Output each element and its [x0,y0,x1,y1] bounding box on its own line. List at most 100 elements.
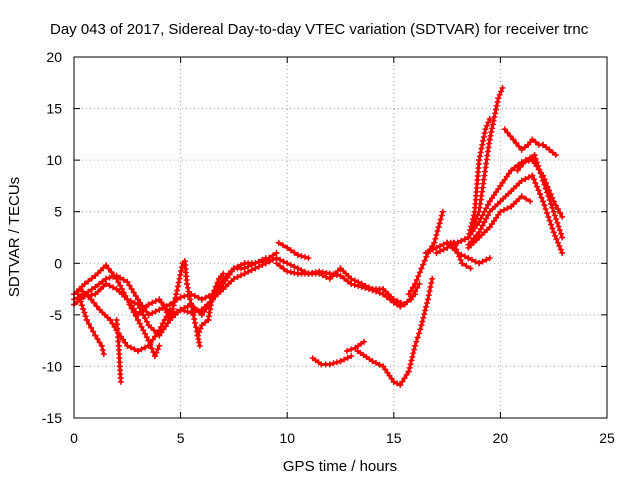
data-point [149,299,156,306]
data-point [426,248,433,255]
data-point [110,273,117,280]
data-point [555,223,562,230]
data-point [212,283,219,290]
data-point [103,275,109,282]
data-point [291,263,298,270]
data-point [156,306,163,313]
data-point [493,189,500,196]
data-point [145,311,152,318]
data-point [544,189,550,196]
data-point [489,121,496,128]
data-point [270,256,276,263]
data-point [185,288,192,295]
data-point [136,320,143,327]
data-point [147,341,154,348]
data-point [532,155,539,162]
data-point [373,360,379,366]
data-point [142,315,149,322]
data-point [423,303,430,310]
data-point [85,320,92,327]
series-arc-l [275,239,312,262]
data-point [142,330,149,337]
data-point [407,296,414,303]
data-point [545,193,552,200]
data-point [476,260,483,267]
data-point [259,262,266,268]
data-point [126,301,133,308]
data-point [493,214,500,221]
data-point [405,291,412,298]
data-point [523,157,529,164]
data-point [531,152,538,158]
data-point [252,260,259,267]
data-point [195,294,202,301]
data-point [517,164,524,170]
data-point [400,301,407,308]
data-point [132,292,139,299]
data-point [390,378,397,385]
data-point [103,262,109,269]
data-point [170,302,177,309]
data-point [486,224,493,231]
data-point [479,141,486,148]
data-point [376,361,383,368]
data-point [532,180,539,186]
data-point [152,298,159,305]
data-point [266,258,273,265]
y-tick-label: 20 [46,49,62,65]
data-point [538,174,545,181]
data-point [106,282,113,289]
data-point [390,299,397,306]
data-point [198,322,205,329]
data-point [177,271,184,278]
data-point [404,298,411,305]
data-point [415,273,422,280]
data-point [468,223,475,230]
series-arc-v [465,172,566,256]
data-point [152,353,158,360]
data-point [190,311,197,318]
data-point [77,298,84,305]
data-point [533,183,540,190]
data-point [471,225,478,232]
data-point [416,330,422,337]
data-point [241,270,248,277]
data-point [483,122,490,129]
data-point [472,258,479,265]
data-point [470,212,477,219]
data-point [394,301,400,308]
data-point [530,176,537,183]
data-point [177,294,184,301]
data-point [291,249,298,256]
data-point [397,382,404,388]
data-point [477,149,484,156]
data-point [394,380,400,387]
data-point [546,146,553,153]
data-point [127,344,134,351]
data-point [487,132,494,139]
data-point [156,342,163,349]
data-point [537,191,543,197]
data-point [355,283,362,289]
data-point [540,198,546,205]
data-point [96,339,103,346]
data-point [143,334,150,341]
data-point [305,255,312,262]
data-point [330,360,337,367]
data-point [409,353,416,360]
data-point [425,292,432,299]
data-point [410,350,417,357]
x-tick-label: 20 [493,430,509,446]
data-point [461,236,468,243]
series-arc-t [450,239,474,272]
data-point [497,208,504,215]
data-point [294,252,301,258]
data-point [343,348,350,354]
data-point [145,337,152,344]
data-point [82,313,89,320]
data-point [255,263,262,270]
data-point [522,176,529,183]
data-point [544,210,550,216]
data-point [143,318,150,325]
data-point [184,303,191,310]
